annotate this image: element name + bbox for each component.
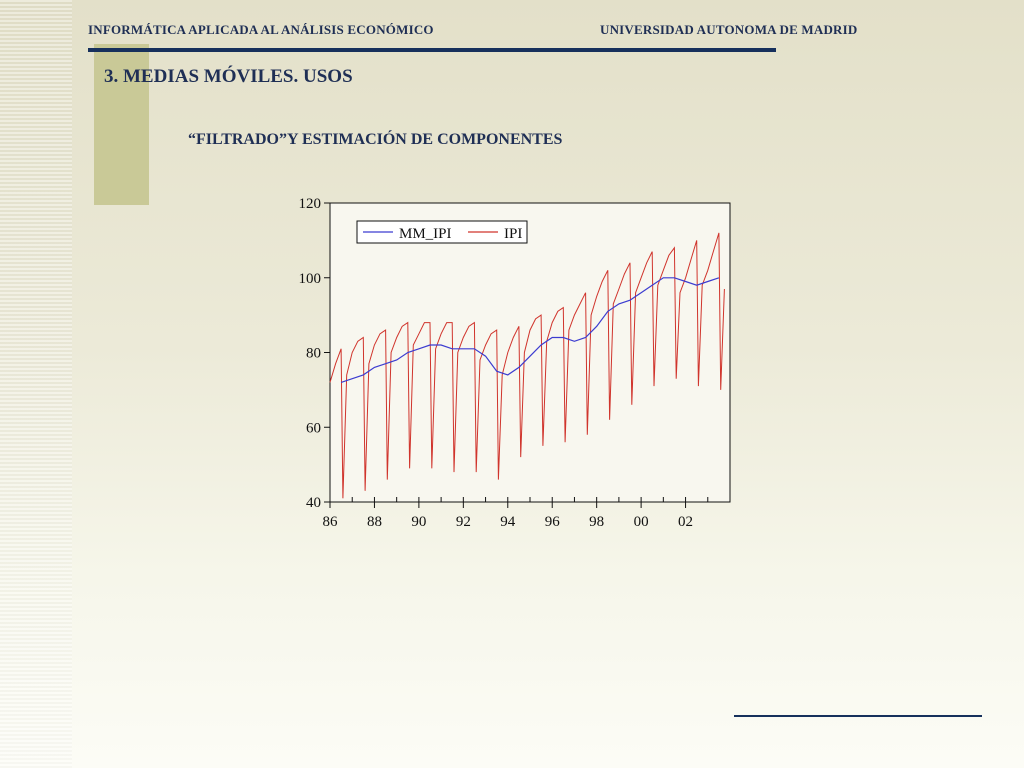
x-tick-label-86: 86 [323,514,339,530]
footer-rule [734,715,982,717]
header-university: UNIVERSIDAD AUTONOMA DE MADRID [600,22,858,37]
left-stripes [0,0,72,768]
y-tick-label-40: 40 [306,495,321,511]
plot-frame [329,202,731,503]
y-tick-label-80: 80 [306,346,321,362]
x-tick-label-98: 98 [589,514,604,530]
legend-box [356,220,528,244]
y-tick-label-120: 120 [299,196,322,212]
x-tick-label-02: 02 [678,514,693,530]
x-tick-label-90: 90 [411,514,426,530]
accent-block [94,44,149,205]
x-axis: 86 88 90 92 94 96 98 00 02 [323,497,731,530]
x-tick-label-96: 96 [545,514,561,530]
x-tick-label-88: 88 [367,514,382,530]
x-tick-label-00: 00 [634,514,649,530]
slide-subtitle: “FILTRADO”Y ESTIMACIÓN DE COMPONENTES [188,131,563,148]
y-tick-label-100: 100 [299,271,322,287]
series-line-mm-ipi [340,277,720,383]
x-tick-label-94: 94 [500,514,516,530]
slide-title: 3. MEDIAS MÓVILES. USOS [104,66,353,87]
y-tick-label-60: 60 [306,420,321,436]
series-line-ipi [329,232,725,499]
header-course: INFORMÁTICA APLICADA AL ANÁLISIS ECONÓMI… [88,22,434,37]
header-rule [88,48,776,52]
legend-label-ipi: IPI [504,226,522,242]
x-tick-label-92: 92 [456,514,471,530]
legend-label-mm-ipi: MM_IPI [399,226,452,242]
y-axis: 40 60 80 100 120 [299,196,330,511]
series-layer [329,232,725,499]
legend: MM_IPI IPI [356,220,528,244]
